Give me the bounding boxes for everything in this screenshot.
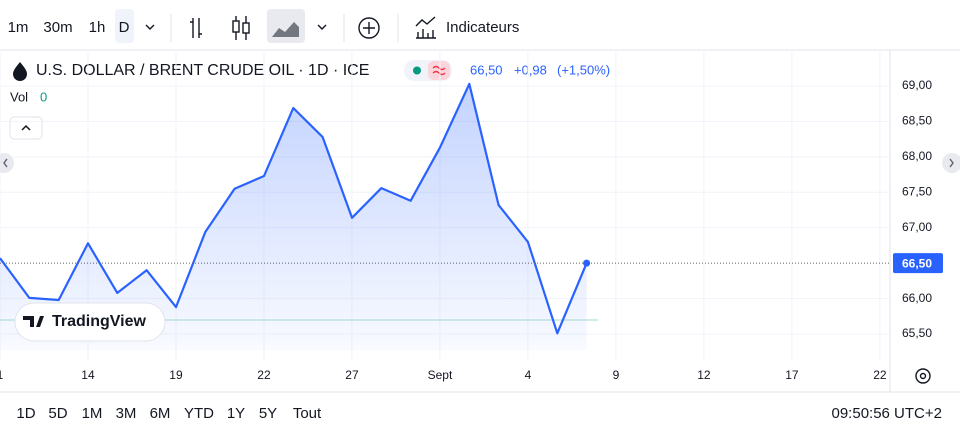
area <box>0 83 587 351</box>
scroll-button[interactable] <box>0 153 14 173</box>
candle <box>242 22 250 34</box>
range-button[interactable]: 1Y <box>227 405 245 422</box>
change: +0,98 <box>514 62 547 77</box>
x-tick-label: 19 <box>169 368 183 382</box>
watermark-logo <box>23 316 44 327</box>
active-interval-bg <box>115 9 134 43</box>
x-tick-label: 12 <box>697 368 711 382</box>
x-tick-label: 17 <box>785 368 799 382</box>
x-tick-label: Sept <box>428 368 453 382</box>
compare-icon[interactable] <box>358 17 380 39</box>
plot: 65,50 66,00 67,00 67,50 68,00 68,50 69,00 1 14 19… <box>0 52 943 382</box>
range-button[interactable]: 5D <box>48 405 67 422</box>
interval-button[interactable]: D <box>119 19 130 36</box>
symbol-logo <box>13 62 27 81</box>
x-tick-label: 1 <box>0 368 4 382</box>
volume-label: Vol <box>10 89 28 104</box>
y-tick-label: 65,50 <box>902 326 932 340</box>
clock: 09:50:56 UTC+2 <box>832 405 943 422</box>
range-button[interactable]: YTD <box>184 405 214 422</box>
x-tick-label: 22 <box>257 368 271 382</box>
chevron[interactable] <box>317 24 327 30</box>
symbol-title: U.S. DOLLAR / BRENT CRUDE OIL · 1D · ICE <box>36 62 369 79</box>
scroll-button[interactable] <box>942 153 960 173</box>
y-tick-label: 68,00 <box>902 149 932 163</box>
candle <box>232 20 240 33</box>
active-style-bg <box>267 9 305 43</box>
y-tick-label: 67,00 <box>902 220 932 234</box>
price-tag-label: 66,50 <box>902 256 932 270</box>
x-tick-label: 22 <box>873 368 887 382</box>
change-pct: (+1,50%) <box>557 62 610 77</box>
x-tick-label: 4 <box>525 368 532 382</box>
x-tick-label: 14 <box>81 368 95 382</box>
volume-value: 0 <box>40 89 47 104</box>
price: 66,50 <box>470 62 503 77</box>
x-tick-label: 27 <box>345 368 359 382</box>
x-tick-label: 9 <box>613 368 620 382</box>
range-button[interactable]: 1D <box>16 405 35 422</box>
delay-icon <box>432 65 446 76</box>
price-tag <box>893 253 943 274</box>
settings-icon[interactable] <box>915 368 931 384</box>
y-tick-label: 67,50 <box>902 184 932 198</box>
settings-center <box>919 372 927 380</box>
toolbar <box>0 0 960 50</box>
range-button[interactable]: 6M <box>150 405 171 422</box>
delay-badge <box>428 61 450 80</box>
range-button[interactable]: Tout <box>293 405 322 422</box>
up-arrow <box>21 124 31 131</box>
range-button[interactable]: 5Y <box>259 405 277 422</box>
interval-button[interactable]: 1m <box>8 19 29 36</box>
collapse-button[interactable] <box>9 116 43 140</box>
interval-button[interactable]: 1h <box>89 19 106 36</box>
scroll-arrow <box>3 158 8 168</box>
price-line <box>0 82 588 335</box>
area-icon[interactable] <box>272 22 299 37</box>
y-tick-label: 69,00 <box>902 78 932 92</box>
indicators-icon[interactable] <box>415 16 436 39</box>
watermark: TradingView <box>52 313 147 330</box>
y-tick-label: 66,00 <box>902 291 932 305</box>
y-tick-label: 68,50 <box>902 114 932 128</box>
watermark-box <box>14 302 166 342</box>
market-dot <box>413 66 421 75</box>
range-button[interactable]: 3M <box>116 405 137 422</box>
plus <box>363 22 375 34</box>
interval-button[interactable]: 30m <box>43 19 72 36</box>
bars-icon[interactable] <box>190 18 202 38</box>
chevron[interactable] <box>145 24 155 30</box>
scroll-arrow <box>949 158 954 168</box>
indicators-button[interactable]: Indicateurs <box>446 19 519 36</box>
last-point <box>583 259 591 267</box>
range-button[interactable]: 1M <box>82 405 103 422</box>
